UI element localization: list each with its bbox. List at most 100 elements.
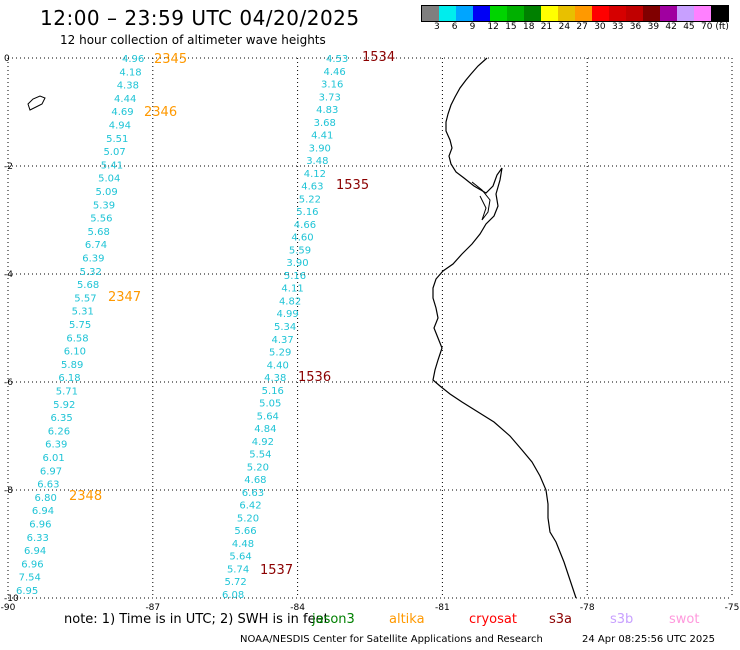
wave-height-value: 4.68: [244, 475, 266, 486]
axis-ticks: -90 -87 -84 -81 -78 -75 0 -2 -4 -6 -8 -10: [1, 54, 740, 613]
footer-credit: NOAA/NESDIS Center for Satellite Applica…: [240, 634, 543, 645]
wave-height-value: 5.22: [299, 194, 321, 205]
color-scale-label: 21: [540, 22, 553, 32]
wave-height-value: 5.16: [284, 271, 306, 282]
color-swatch: [575, 6, 592, 21]
wave-height-value: 5.74: [227, 564, 249, 575]
wave-height-value: 6.74: [85, 240, 107, 251]
pass-labels-east: 1534 1535 1536 1537: [260, 50, 395, 578]
color-scale-label: 18: [523, 22, 535, 32]
coastline: [432, 57, 577, 599]
color-scale-label: 45: [683, 22, 695, 32]
wave-height-value: 5.16: [296, 207, 318, 218]
pass-labels-west: 2345 2346 2347 2348: [69, 52, 187, 504]
wave-height-value: 6.01: [43, 453, 65, 464]
legend-swot: swot: [669, 612, 700, 627]
wave-height-value: 6.94: [24, 546, 46, 557]
wave-height-value: 5.59: [289, 245, 311, 256]
pass-time-label: 1536: [298, 370, 331, 385]
color-swatch: [660, 6, 677, 21]
wave-height-value: 6.94: [32, 506, 54, 517]
wave-height-value: 3.90: [309, 143, 331, 154]
pass-time-label: 1537: [260, 563, 293, 578]
color-swatch: [422, 6, 439, 21]
wave-height-value: 4.53: [326, 54, 348, 65]
color-swatch: [439, 6, 456, 21]
color-swatch: [711, 6, 728, 21]
wave-height-value: 5.56: [90, 214, 112, 225]
wave-height-value: 3.16: [321, 80, 343, 91]
wave-height-value: 4.63: [301, 182, 323, 193]
pass-time-label: 2346: [144, 105, 177, 120]
map-subtitle: 12 hour collection of altimeter wave hei…: [60, 33, 326, 47]
wave-height-value: 6.80: [35, 493, 57, 504]
wave-height-value: 3.73: [319, 92, 341, 103]
wave-height-value: 4.46: [324, 67, 346, 78]
wave-height-value: 5.72: [224, 577, 246, 588]
legend-s3b: s3b: [610, 612, 634, 627]
lat-tick-label: -2: [4, 162, 13, 172]
color-swatch: [643, 6, 660, 21]
wave-height-value: 4.66: [294, 220, 316, 231]
legend-jason3: jason3: [312, 612, 355, 627]
legend-altika: altika: [389, 612, 425, 627]
lon-tick-label: -90: [1, 603, 16, 613]
wave-height-value: 4.82: [279, 296, 301, 307]
legend-cryosat: cryosat: [469, 612, 517, 627]
wave-height-value: 7.54: [19, 573, 41, 584]
wave-height-value: 6.97: [40, 466, 62, 477]
wave-height-value: 4.83: [316, 105, 338, 116]
color-swatch: [456, 6, 473, 21]
wave-height-value: 4.44: [114, 94, 136, 105]
wave-height-value: 4.60: [291, 233, 313, 244]
wave-height-value: 4.92: [252, 437, 274, 448]
wave-height-value: 6.95: [16, 586, 38, 597]
map-title: 12:00 – 23:59 UTC 04/20/2025: [40, 6, 360, 30]
wave-height-value: 6.96: [29, 520, 51, 531]
lat-tick-label: -4: [4, 270, 13, 280]
wave-height-value: 6.26: [48, 426, 70, 437]
legend-s3a: s3a: [549, 612, 573, 627]
wave-height-value: 4.40: [267, 360, 289, 371]
wave-height-value: 4.99: [276, 309, 298, 320]
wave-height-value: 6.33: [27, 533, 49, 544]
wave-height-value: 4.69: [111, 107, 133, 118]
wave-height-track-east: 4.534.463.163.734.833.684.413.903.484.12…: [222, 54, 348, 601]
wave-height-value: 5.34: [274, 322, 296, 333]
wave-height-value: 6.96: [21, 559, 43, 570]
pass-time-label: 1534: [362, 50, 395, 65]
wave-height-value: 5.09: [96, 187, 118, 198]
wave-height-value: 6.39: [82, 254, 104, 265]
color-scale-label: 70 (ft): [701, 22, 729, 32]
color-swatch: [558, 6, 575, 21]
wave-height-value: 5.31: [72, 307, 94, 318]
wave-height-value: 4.12: [304, 169, 326, 180]
footer-timestamp: 24 Apr 08:25:56 UTC 2025: [582, 634, 715, 645]
wave-height-value: 5.92: [53, 400, 75, 411]
wave-height-value: 3.48: [306, 156, 328, 167]
wave-height-value: 6.63: [37, 480, 59, 491]
wave-height-value: 5.05: [259, 399, 281, 410]
wave-height-value: 5.16: [262, 386, 284, 397]
wave-height-value: 4.11: [281, 284, 303, 295]
wave-height-value: 4.37: [272, 335, 294, 346]
color-scale-bar: [421, 5, 729, 22]
lon-tick-label: -75: [725, 603, 740, 613]
wave-height-value: 4.84: [254, 424, 276, 435]
color-scale-label: 27: [576, 22, 588, 32]
wave-height-value: 5.20: [247, 462, 269, 473]
wave-height-value: 5.07: [103, 147, 125, 158]
wave-height-value: 5.41: [101, 160, 123, 171]
color-scale-label: 12: [487, 22, 499, 32]
map-grid: [7, 57, 733, 599]
wave-height-track-west: 4.96 4.18 4.38 4.44 4.69 4.94 5.51 5.07 5.41 5.04…: [16, 54, 144, 597]
wave-height-value: 3.90: [286, 258, 308, 269]
wave-height-value: 4.18: [119, 67, 141, 78]
color-scale-label: 9: [469, 22, 476, 32]
color-swatch: [490, 6, 507, 21]
wave-height-value: 5.64: [229, 552, 251, 563]
color-scale-label: 30: [594, 22, 606, 32]
color-swatch: [592, 6, 609, 21]
wave-height-value: 5.29: [269, 348, 291, 359]
